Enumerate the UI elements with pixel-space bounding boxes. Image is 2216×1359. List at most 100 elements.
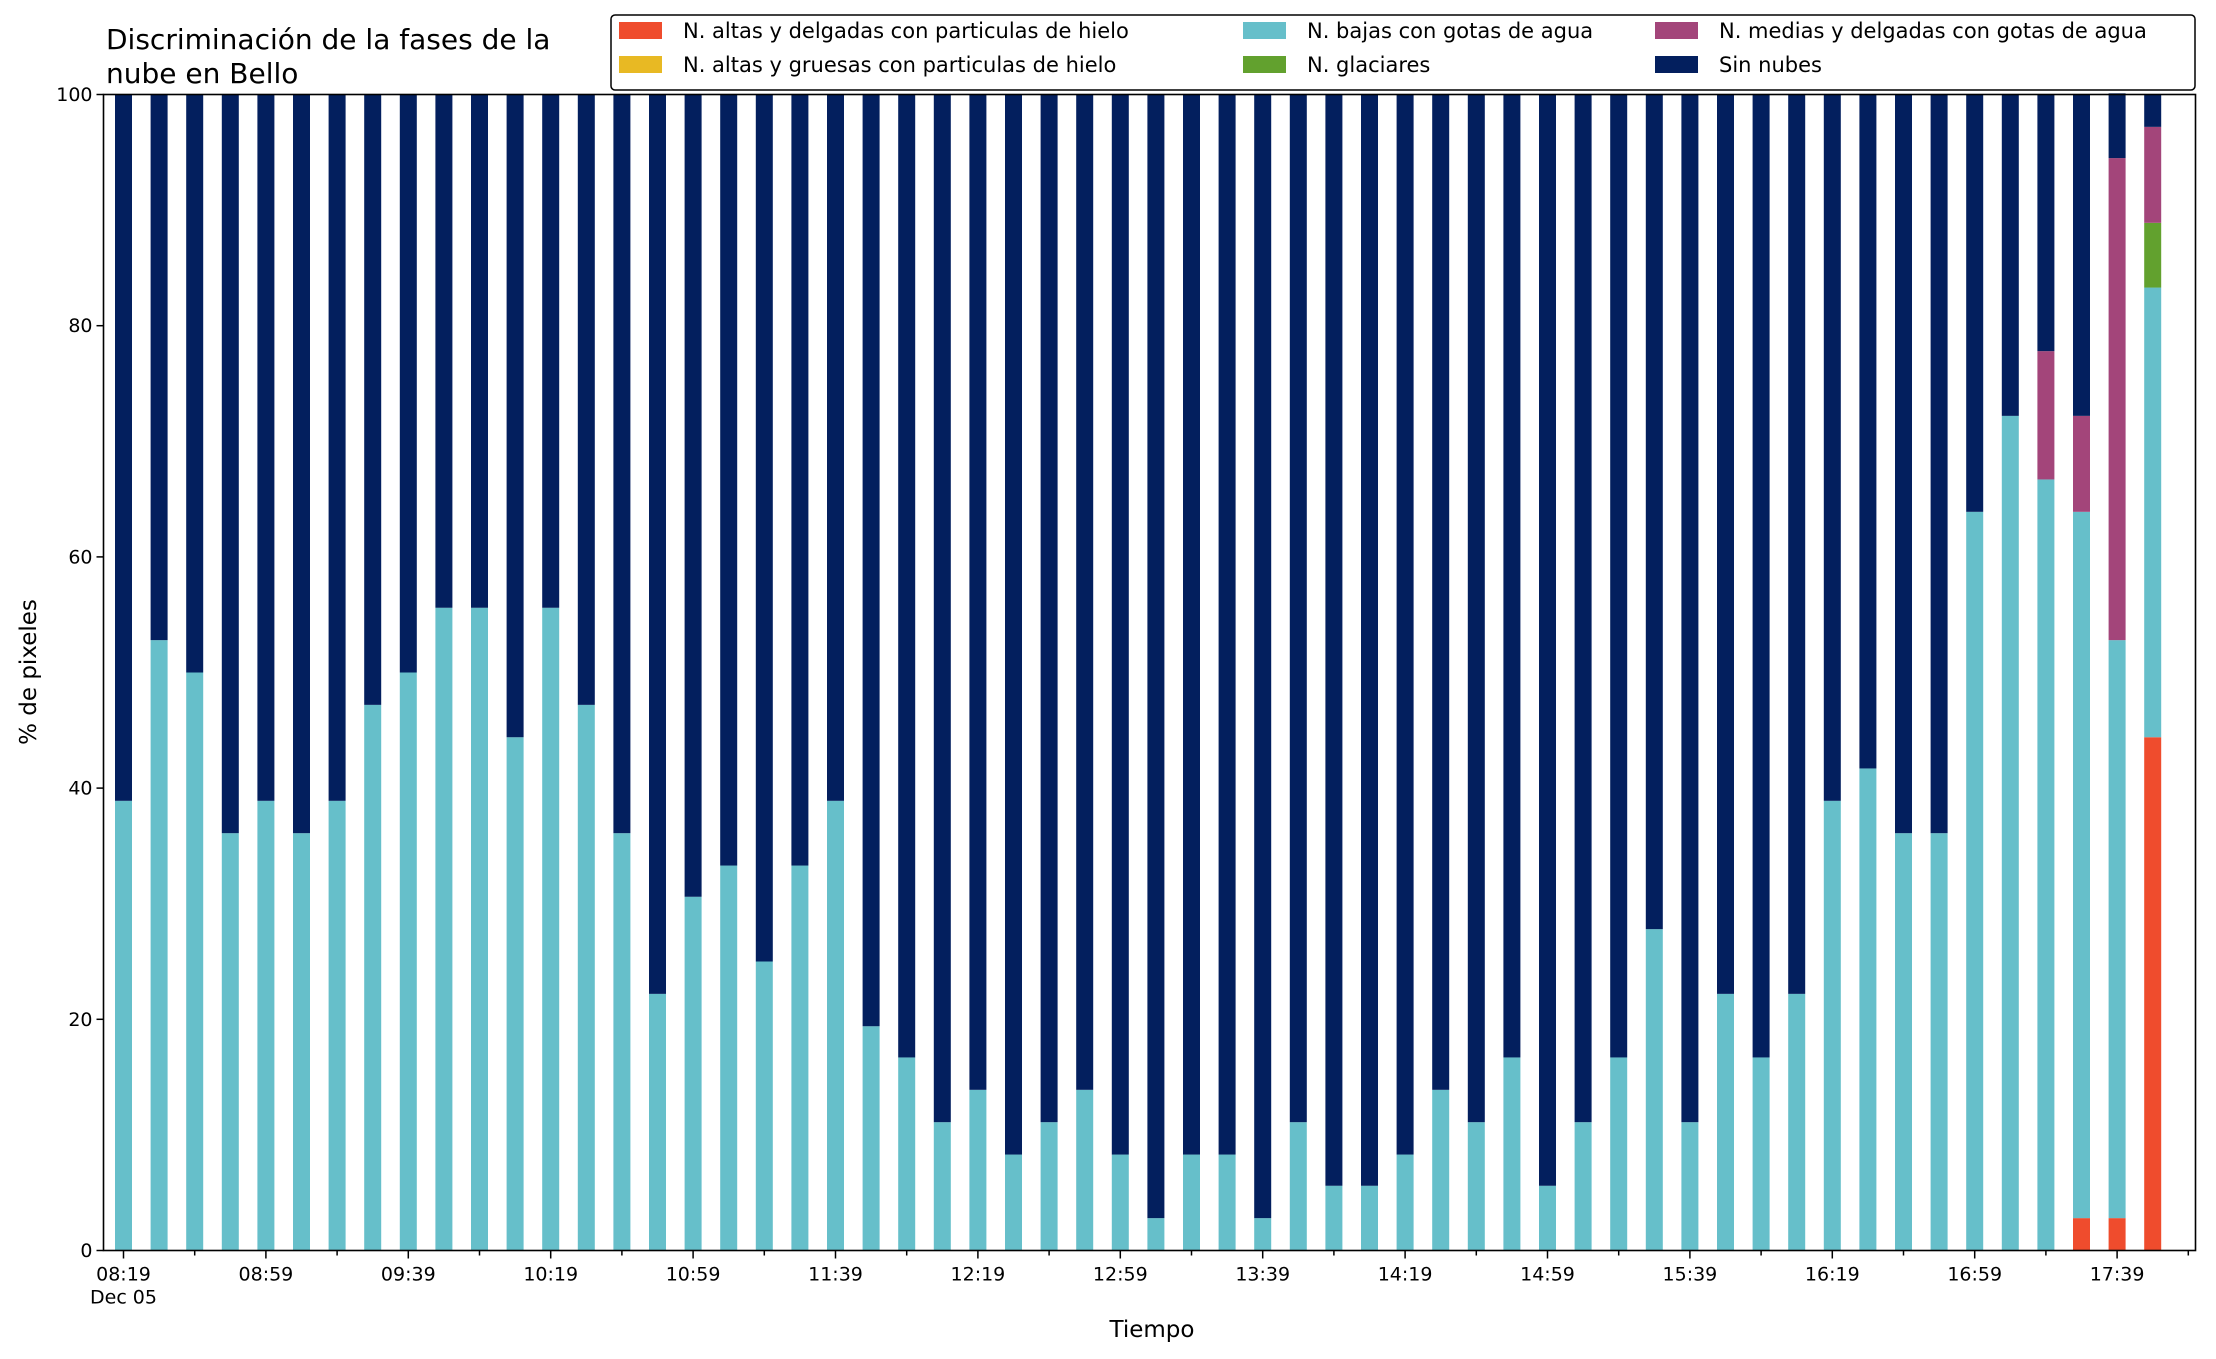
bar-segment-s5-53	[2001, 94, 2019, 416]
bar-segment-s5-50	[1895, 94, 1912, 834]
legend-swatch-5	[1655, 56, 1698, 73]
y-axis: 0 20 40 60 80 100	[56, 84, 104, 1262]
bar-segment-s5-22	[898, 94, 916, 1058]
bar-segment-s2-42	[1610, 1057, 1628, 1251]
bar-segment-s0-55	[2073, 1218, 2090, 1251]
bar-segment-s2-43	[1645, 929, 1663, 1251]
bar-segment-s2-46	[1752, 1057, 1770, 1251]
legend-swatch-1	[619, 56, 662, 73]
bar-segment-s5-42	[1610, 94, 1628, 1058]
bar-segment-s5-34	[1325, 94, 1343, 1186]
bar-segment-s5-19	[791, 94, 809, 866]
bar-segment-s5-46	[1752, 94, 1770, 1058]
bar-segment-s2-12	[542, 607, 560, 1251]
bar-segment-s2-30	[1183, 1154, 1200, 1251]
bar-segment-s2-25	[1005, 1154, 1022, 1251]
bar-segment-s2-14	[613, 833, 631, 1251]
bar-segment-s5-17	[720, 94, 738, 866]
x-tick-label: 11:39	[808, 1264, 863, 1286]
bar-segment-s2-1	[150, 640, 168, 1251]
bar-segment-s2-33	[1289, 1122, 1307, 1251]
bar-segment-s5-51	[1930, 94, 1948, 834]
bar-segment-s2-45	[1717, 993, 1734, 1251]
bar-segment-s5-39	[1503, 94, 1521, 1058]
bar-segment-s2-9	[435, 607, 453, 1251]
bar-segment-s4-54	[2037, 351, 2055, 480]
y-axis-label: % de pixeles	[16, 599, 42, 745]
legend-label-0: N. altas y delgadas con particulas de hi…	[683, 19, 1129, 43]
bar-segment-s5-47	[1788, 94, 1806, 994]
y-tick-label: 100	[56, 84, 92, 106]
bar-segment-s2-21	[862, 1026, 880, 1251]
bar-segment-s5-38	[1467, 94, 1485, 1123]
x-tick-label: 10:59	[666, 1264, 721, 1286]
bar-segment-s2-50	[1895, 833, 1912, 1251]
bar-segment-s5-37	[1432, 94, 1450, 1090]
legend-label-1: N. altas y gruesas con particulas de hie…	[683, 53, 1116, 77]
y-tick-label: 0	[80, 1240, 92, 1262]
bar-segment-s5-32	[1254, 94, 1272, 1219]
bar-segment-s5-1	[150, 94, 168, 641]
bar-segment-s2-29	[1147, 1218, 1165, 1251]
bar-segment-s5-35	[1361, 94, 1378, 1186]
bar-segment-s2-44	[1681, 1122, 1699, 1251]
bar-segment-s5-16	[684, 94, 702, 897]
legend-swatch-0	[619, 22, 662, 39]
bar-segment-s2-51	[1930, 833, 1948, 1251]
bar-segment-s5-57	[2144, 94, 2162, 127]
bar-segment-s2-19	[791, 865, 809, 1251]
bar-segment-s5-44	[1681, 94, 1699, 1123]
plot-frame	[102, 93, 2197, 1252]
bar-segment-s5-52	[1966, 94, 1984, 512]
bar-segment-s5-41	[1574, 94, 1592, 1123]
x-tick-label: 16:19	[1805, 1264, 1860, 1286]
x-axis-label: Tiempo	[1109, 1317, 1195, 1343]
bar-segment-s2-6	[328, 800, 346, 1251]
legend: N. altas y delgadas con particulas de hi…	[610, 14, 2196, 91]
bar-segment-s2-32	[1254, 1218, 1272, 1251]
bar-segment-s0-57	[2144, 737, 2162, 1251]
bar-segment-s2-0	[115, 800, 132, 1251]
bar-segment-s5-7	[364, 94, 382, 705]
bar-segment-s2-47	[1788, 993, 1806, 1251]
legend-frame	[610, 14, 2196, 91]
x-tick-label: 10:19	[523, 1264, 578, 1286]
bar-segment-s2-55	[2073, 511, 2090, 1219]
legend-label-3: N. glaciares	[1307, 53, 1430, 77]
bar-segment-s5-10	[471, 94, 488, 608]
y-tick-label: 20	[68, 1009, 92, 1031]
bar-segment-s2-17	[720, 865, 738, 1251]
x-tick-label: 14:59	[1520, 1264, 1575, 1286]
x-tick-label: 13:39	[1235, 1264, 1290, 1286]
bar-segment-s5-12	[542, 94, 560, 608]
bar-segment-s2-7	[364, 704, 382, 1251]
bar-segment-s2-48	[1823, 800, 1841, 1251]
bar-segment-s2-3	[221, 833, 239, 1251]
bar-segment-s5-14	[613, 94, 631, 834]
bar-segment-s2-54	[2037, 479, 2055, 1251]
bar-segment-s2-41	[1574, 1122, 1592, 1251]
y-tick-label: 80	[68, 315, 92, 337]
bar-segment-s2-24	[969, 1089, 987, 1251]
bar-segment-s2-11	[506, 737, 524, 1251]
chart-title-line-1: Discriminación de la fases de la	[106, 23, 550, 56]
bar-segment-s5-28	[1111, 94, 1129, 1155]
bar-segment-s2-35	[1361, 1185, 1378, 1251]
bar-segment-s2-38	[1467, 1122, 1485, 1251]
legend-swatch-2	[1243, 22, 1286, 39]
bar-segment-s5-6	[328, 94, 346, 801]
bar-segment-s2-53	[2001, 415, 2019, 1251]
bar-segment-s5-27	[1076, 94, 1094, 1090]
x-tick-label: 08:19	[96, 1264, 151, 1286]
legend-label-5: Sin nubes	[1719, 53, 1822, 77]
bar-segment-s2-13	[577, 704, 595, 1251]
x-tick-label: 12:59	[1093, 1264, 1148, 1286]
bar-segment-s2-28	[1111, 1154, 1129, 1251]
chart-title: Discriminación de la fases de la nube en…	[106, 23, 550, 90]
bar-segment-s5-23	[933, 94, 951, 1123]
bar-segment-s5-29	[1147, 94, 1165, 1219]
bar-segment-s5-15	[649, 94, 666, 994]
